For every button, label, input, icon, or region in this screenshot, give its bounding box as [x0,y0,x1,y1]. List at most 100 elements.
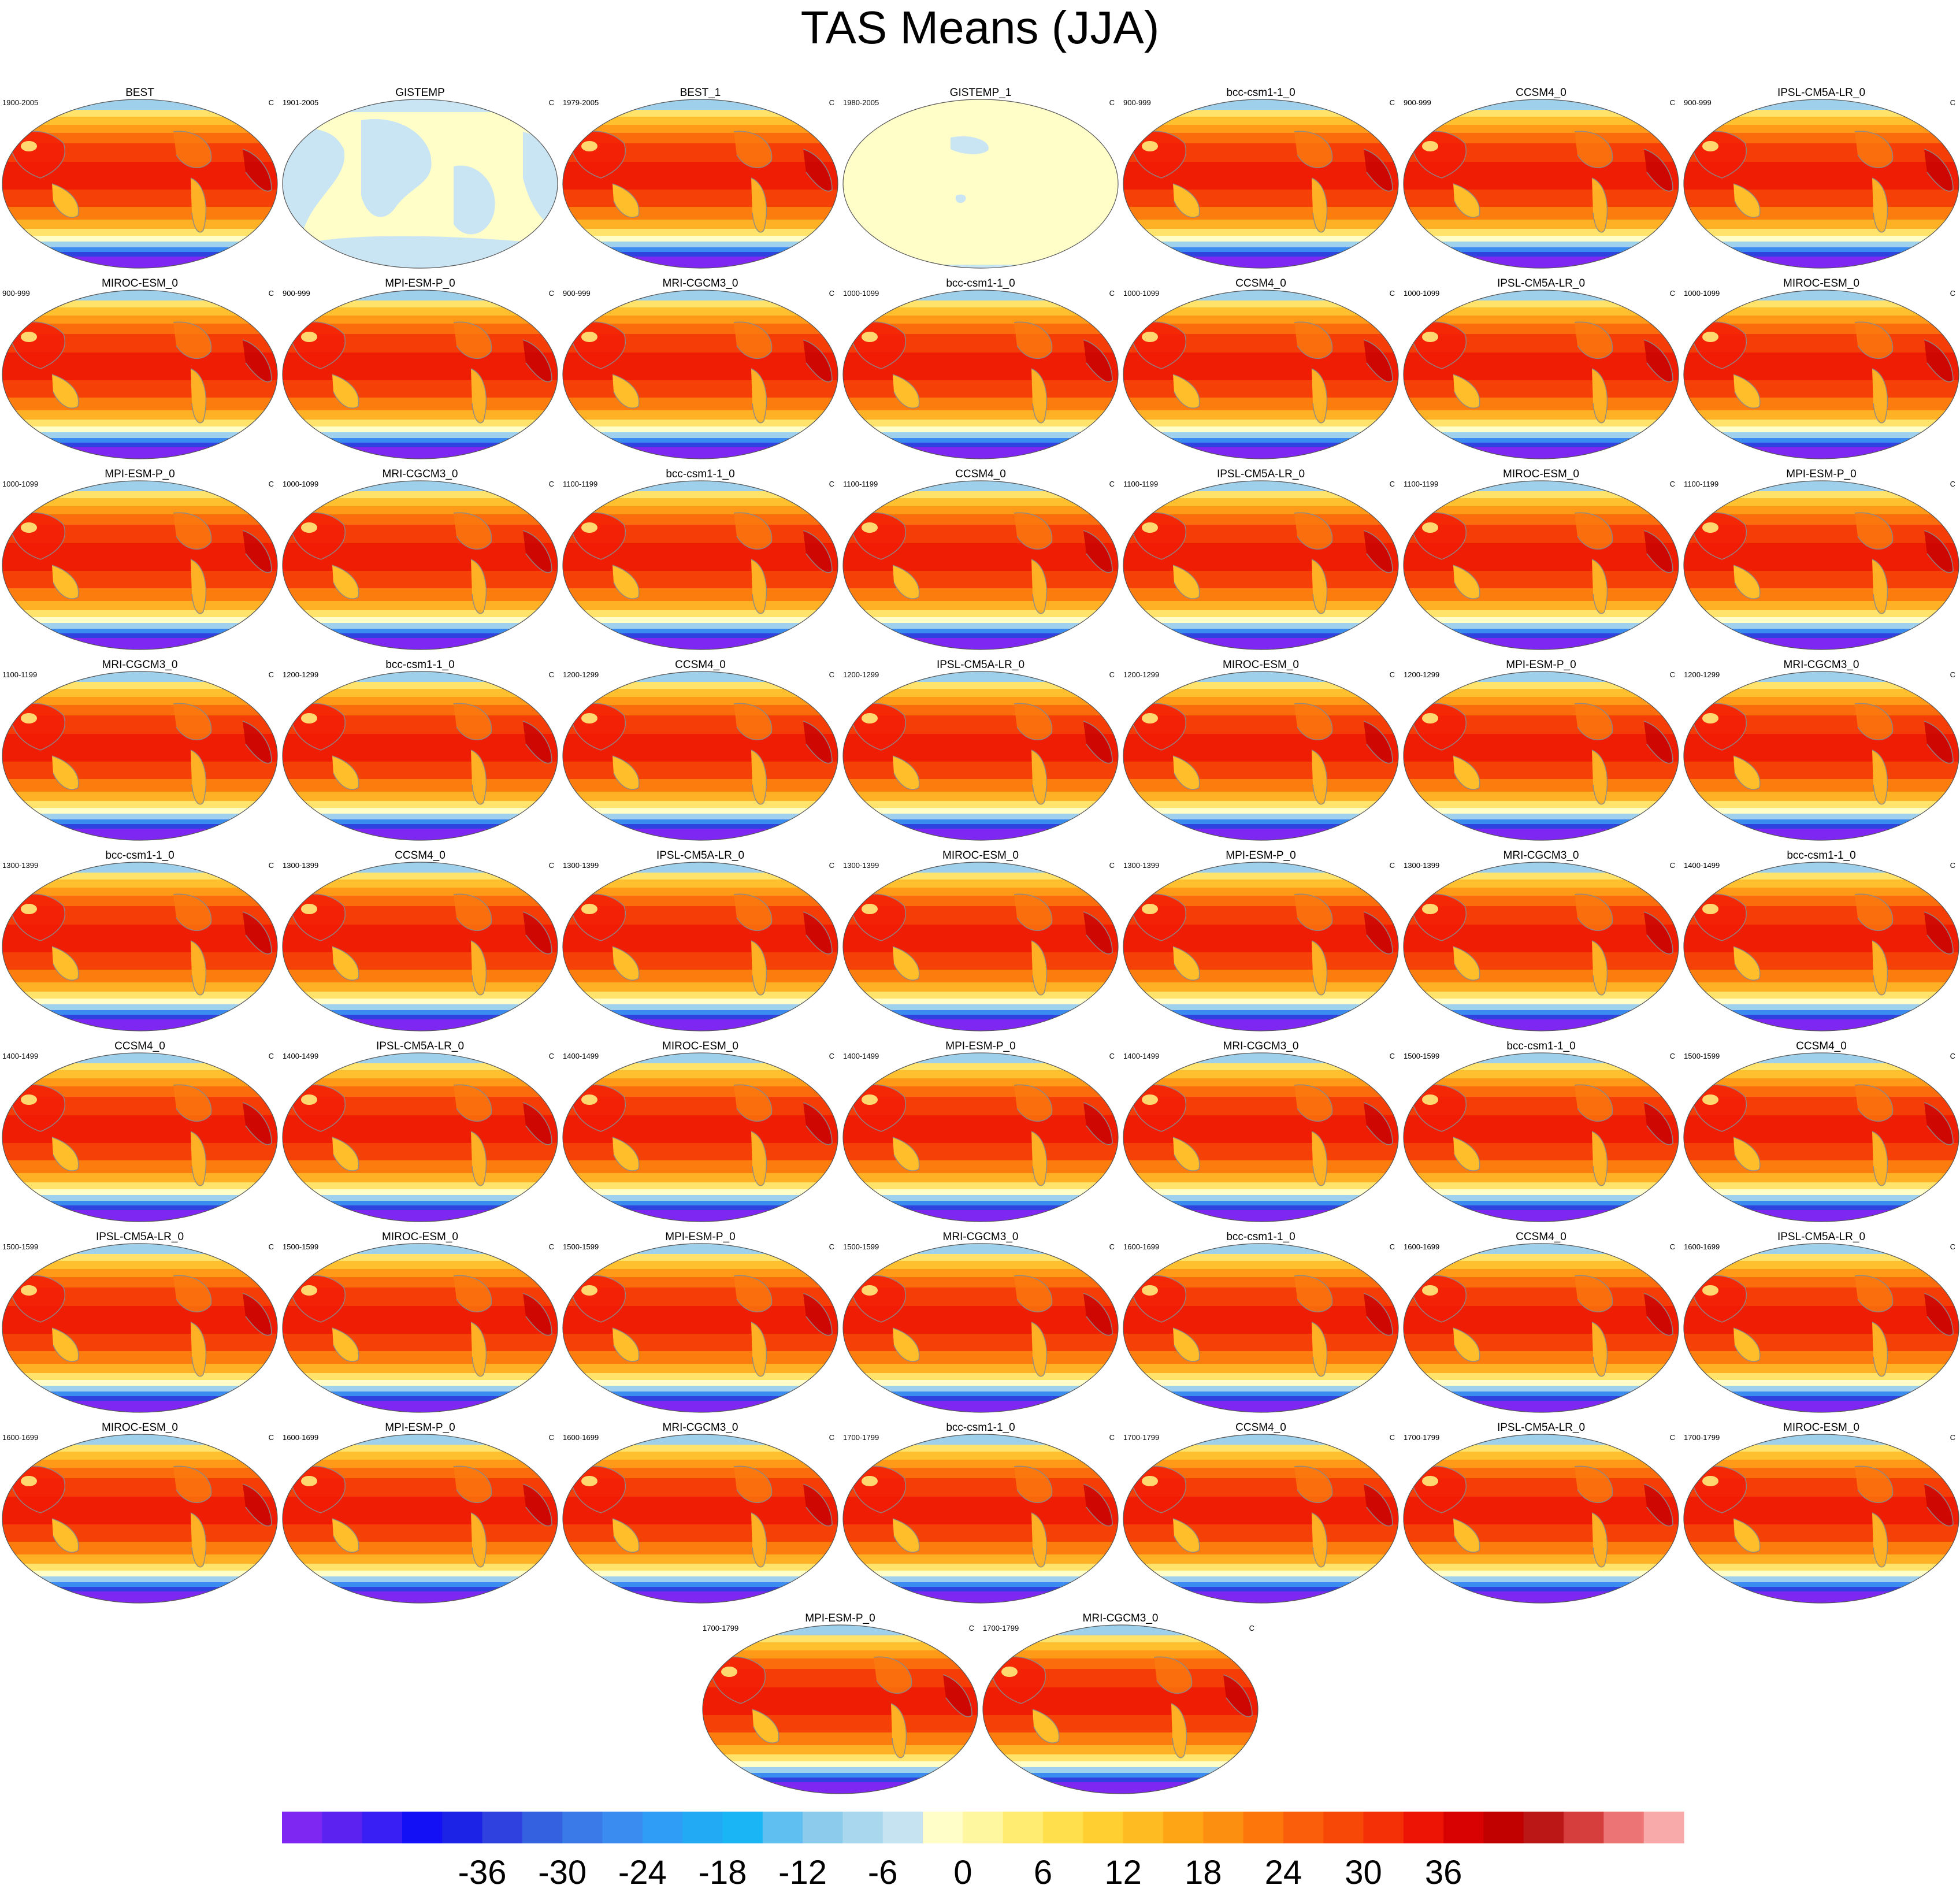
panel-title: bcc-csm1-1_0 [105,849,175,862]
panel-period: 900-999 [1404,98,1431,107]
panel-period: 1400-1499 [563,1052,599,1060]
map-panel: MPI-ESM-P_0 1500-1599 C [560,1231,840,1416]
panel-units: C [829,670,834,679]
panel-units: C [1389,670,1395,679]
colorbar-swatch [1564,1812,1604,1843]
projection-map [282,671,558,841]
panel-period: 1200-1299 [563,670,599,679]
panel-title: IPSL-CM5A-LR_0 [1497,277,1586,290]
panel-period: 1200-1299 [1404,670,1440,679]
panel-title: CCSM4_0 [395,849,446,862]
panel-title: MPI-ESM-P_0 [665,1231,736,1243]
panel-period: 1300-1399 [563,861,599,870]
colorbar-swatch [803,1812,843,1843]
colorbar-swatch [402,1812,443,1843]
map-panel: MPI-ESM-P_0 1200-1299 C [1401,659,1681,844]
map-panel: MRI-CGCM3_0 1600-1699 C [560,1422,840,1606]
map-panel: CCSM4_0 1500-1599 C [1681,1040,1960,1225]
colorbar-tick-label: 0 [953,1854,972,1885]
projection-map [702,1624,978,1794]
panel-period: 1000-1099 [1123,289,1160,298]
panel-units: C [1950,670,1955,679]
projection-map [2,671,278,841]
projection-map [1683,480,1959,650]
panel-period: 1600-1699 [1123,1242,1160,1251]
colorbar-swatch [1123,1812,1164,1843]
panel-period: 1500-1599 [1404,1052,1440,1060]
map-panel: MIROC-ESM_0 900-999 C [0,277,280,462]
projection-map [2,862,278,1031]
colorbar-swatch [1003,1812,1044,1843]
panel-period: 1700-1799 [983,1624,1019,1632]
projection-map [1683,1052,1959,1222]
panel-title: IPSL-CM5A-LR_0 [1216,468,1305,480]
panel-title: MRI-CGCM3_0 [1082,1612,1159,1624]
map-panel: MRI-CGCM3_0 900-999 C [560,277,840,462]
panel-units: C [548,98,554,107]
panel-title: MRI-CGCM3_0 [942,1231,1019,1243]
map-panel: GISTEMP 1901-2005 C [280,87,560,272]
panel-title: CCSM4_0 [955,468,1006,480]
projection-map [2,290,278,459]
map-panel: MIROC-ESM_0 1100-1199 C [1401,468,1681,653]
colorbar-tick-label: 6 [1034,1854,1052,1885]
panel-units: C [548,861,554,870]
map-panel: CCSM4_0 1300-1399 C [280,849,560,1034]
figure-title: TAS Means (JJA) [800,2,1160,53]
map-panel: MIROC-ESM_0 1200-1299 C [1121,659,1401,844]
panel-period: 1500-1599 [2,1242,39,1251]
projection-map [1123,99,1399,269]
map-panel: IPSL-CM5A-LR_0 1100-1199 C [1121,468,1401,653]
projection-map [1403,99,1679,269]
panel-units: C [1669,1242,1675,1251]
projection-map [842,1434,1119,1604]
panel-units: C [1389,861,1395,870]
colorbar-swatch [1243,1812,1284,1843]
panel-period: 900-999 [2,289,30,298]
panel-units: C [1950,1433,1955,1442]
panel-units: C [1109,1052,1115,1060]
panel-period: 1600-1699 [283,1433,319,1442]
map-panel: MPI-ESM-P_0 1000-1099 C [0,468,280,653]
panel-units: C [1389,1052,1395,1060]
panel-units: C [1950,1052,1955,1060]
panel-period: 1200-1299 [1684,670,1720,679]
projection-map [1123,1434,1399,1604]
projection-map [2,1243,278,1413]
projection-map [1123,862,1399,1031]
panel-units: C [268,1433,274,1442]
map-panel: BEST 1900-2005 C [0,87,280,272]
panel-title: MRI-CGCM3_0 [662,277,738,290]
panel-period: 1700-1799 [1404,1433,1440,1442]
panel-units: C [1389,480,1395,488]
panel-title: IPSL-CM5A-LR_0 [656,849,745,862]
panel-title: MPI-ESM-P_0 [105,468,175,480]
projection-map [1403,1052,1679,1222]
panel-period: 1500-1599 [843,1242,879,1251]
panel-period: 1500-1599 [1684,1052,1720,1060]
colorbar-swatch [1443,1812,1484,1843]
panel-period: 1100-1199 [1684,480,1719,488]
colorbar-swatch [1523,1812,1564,1843]
projection-map [1123,480,1399,650]
panel-title: CCSM4_0 [675,659,726,671]
panel-period: 1901-2005 [283,98,319,107]
panel-title: CCSM4_0 [1235,1422,1286,1434]
panel-title: bcc-csm1-1_0 [385,659,455,671]
panel-title: MIROC-ESM_0 [1503,468,1579,480]
panel-units: C [1669,480,1675,488]
map-panel: MRI-CGCM3_0 1500-1599 C [841,1231,1120,1416]
map-panel: IPSL-CM5A-LR_0 1000-1099 C [1401,277,1681,462]
map-panel: MPI-ESM-P_0 900-999 C [280,277,560,462]
colorbar-swatch [923,1812,963,1843]
panel-period: 1700-1799 [1123,1433,1160,1442]
colorbar-tick-label: 36 [1425,1854,1462,1885]
panel-units: C [1109,670,1115,679]
map-panel: bcc-csm1-1_0 1000-1099 C [841,277,1120,462]
map-panel: bcc-csm1-1_0 1600-1699 C [1121,1231,1401,1416]
panel-units: C [1249,1624,1254,1632]
panel-units: C [1109,289,1115,298]
projection-map [562,290,838,459]
panel-title: IPSL-CM5A-LR_0 [1777,87,1866,99]
projection-map [282,480,558,650]
